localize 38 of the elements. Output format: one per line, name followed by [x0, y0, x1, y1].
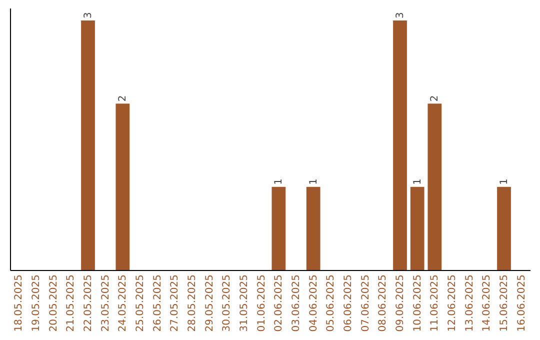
data-label: 1 [499, 178, 510, 185]
x-tick-label: 18.05.2025 [14, 274, 25, 332]
x-tick-label: 22.05.2025 [83, 274, 94, 332]
x-tick-label: 02.06.2025 [274, 274, 285, 332]
x-tick-label: 15.06.2025 [499, 274, 510, 332]
x-tick-label: 24.05.2025 [118, 274, 129, 332]
x-tick-label: 08.06.2025 [378, 274, 389, 332]
x-tick-label: 13.06.2025 [464, 274, 476, 332]
x-tick-label: 06.06.2025 [343, 274, 354, 332]
data-label: 2 [118, 95, 129, 102]
x-tick-label: 31.05.2025 [239, 274, 250, 332]
data-label: 3 [395, 12, 406, 18]
data-label: 1 [274, 178, 285, 185]
x-tick-label: 23.05.2025 [100, 274, 112, 332]
x-tick-label: 03.06.2025 [291, 274, 302, 332]
x-tick-label: 19.05.2025 [31, 274, 42, 332]
data-label: 3 [83, 12, 94, 18]
x-tick-label: 25.05.2025 [135, 274, 146, 332]
x-tick-label: 11.06.2025 [430, 274, 441, 332]
x-tick-label: 29.05.2025 [204, 274, 216, 332]
x-tick-label: 04.06.2025 [308, 274, 320, 332]
data-label: 1 [308, 178, 320, 185]
data-label: 2 [430, 95, 441, 102]
x-tick-label: 09.06.2025 [395, 274, 406, 332]
x-tick-label: 28.05.2025 [187, 274, 198, 332]
x-tick-label: 27.05.2025 [170, 274, 181, 332]
x-tick-label: 01.06.2025 [256, 274, 268, 332]
x-tick-label: 26.05.2025 [152, 274, 164, 332]
x-tick-label: 10.06.2025 [412, 274, 424, 332]
data-label: 1 [412, 178, 424, 185]
x-tick-label: 14.06.2025 [482, 274, 493, 332]
x-tick-label: 05.06.2025 [326, 274, 337, 332]
x-tick-label: 12.06.2025 [447, 274, 458, 332]
x-tick-label: 20.05.2025 [48, 274, 60, 332]
x-tick-label: 21.05.2025 [66, 274, 77, 332]
x-tick-label: 30.05.2025 [222, 274, 233, 332]
x-tick-label: 16.06.2025 [516, 274, 528, 332]
x-tick-label: 07.06.2025 [360, 274, 372, 332]
